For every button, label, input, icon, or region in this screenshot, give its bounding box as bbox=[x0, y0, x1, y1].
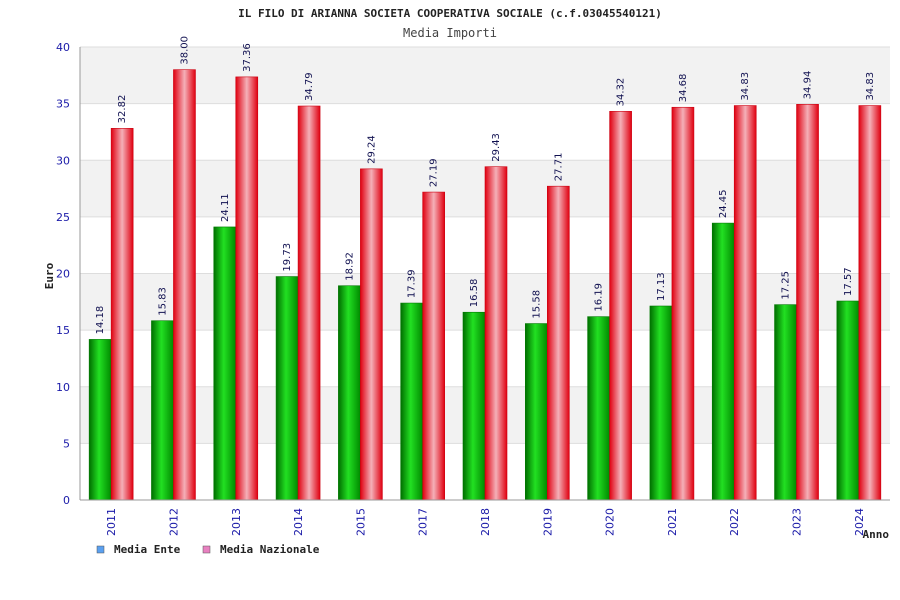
bar-media-ente-2024 bbox=[836, 300, 860, 501]
data-label: 38.00 bbox=[179, 36, 190, 65]
chart-title: IL FILO DI ARIANNA SOCIETA COOPERATIVA S… bbox=[238, 7, 662, 20]
data-label: 34.79 bbox=[304, 72, 315, 101]
bar-media-nazionale-2015 bbox=[360, 168, 383, 501]
x-tick-label: 2017 bbox=[417, 508, 430, 536]
x-tick-label: 2020 bbox=[604, 508, 617, 536]
x-tick-label: 2011 bbox=[105, 508, 118, 536]
bar-media-nazionale-2012 bbox=[173, 69, 196, 501]
x-tick-label: 2012 bbox=[167, 508, 180, 536]
bar-media-ente-2022 bbox=[711, 222, 735, 501]
bar-media-nazionale-2014 bbox=[297, 105, 321, 501]
bar-media-ente-2023 bbox=[774, 304, 797, 501]
y-tick-label: 0 bbox=[63, 494, 70, 507]
x-tick-label: 2023 bbox=[791, 508, 804, 536]
y-tick-label: 15 bbox=[56, 324, 70, 337]
data-label: 24.11 bbox=[220, 193, 231, 222]
bar-media-ente-2018 bbox=[462, 311, 486, 501]
bar-media-nazionale-2011 bbox=[110, 128, 134, 501]
y-tick-label: 35 bbox=[56, 98, 70, 111]
data-label: 17.39 bbox=[407, 269, 418, 298]
bar-media-nazionale-2018 bbox=[484, 166, 508, 501]
data-label: 34.68 bbox=[678, 74, 689, 103]
data-label: 37.36 bbox=[242, 43, 253, 72]
plot-band bbox=[80, 103, 890, 161]
data-label: 34.32 bbox=[616, 78, 627, 107]
bar-media-ente-2015 bbox=[338, 285, 361, 501]
x-tick-label: 2019 bbox=[541, 508, 554, 536]
bar-media-nazionale-2013 bbox=[235, 76, 259, 501]
y-tick-label: 10 bbox=[56, 381, 70, 394]
bar-media-ente-2012 bbox=[151, 320, 174, 501]
x-tick-label: 2015 bbox=[354, 508, 367, 536]
data-label: 27.19 bbox=[429, 158, 440, 187]
y-tick-label: 5 bbox=[63, 437, 70, 450]
data-label: 15.58 bbox=[531, 290, 542, 319]
legend: Media Ente Media Nazionale bbox=[96, 543, 320, 556]
bar-media-ente-2019 bbox=[525, 323, 548, 501]
x-axis-label: Anno bbox=[863, 528, 890, 541]
bar-media-nazionale-2023 bbox=[796, 104, 819, 501]
bar-media-ente-2020 bbox=[587, 316, 610, 501]
data-label: 16.19 bbox=[594, 283, 605, 312]
x-axis-ticks: 2011 2012 2013 2014 2015 2017 2018 2019 2020 2021… bbox=[105, 508, 866, 536]
data-label: 34.83 bbox=[865, 72, 876, 101]
x-tick-label: 2014 bbox=[292, 508, 305, 536]
legend-label-media-ente: Media Ente bbox=[114, 543, 181, 556]
data-label: 17.13 bbox=[656, 272, 667, 301]
data-label: 29.43 bbox=[491, 133, 502, 162]
y-tick-label: 25 bbox=[56, 211, 70, 224]
x-tick-label: 2018 bbox=[479, 508, 492, 536]
bar-media-ente-2021 bbox=[649, 305, 673, 501]
data-label: 24.45 bbox=[718, 189, 729, 218]
x-tick-label: 2022 bbox=[728, 508, 741, 536]
bar-media-nazionale-2017 bbox=[422, 191, 445, 501]
data-label: 34.83 bbox=[740, 72, 751, 101]
bar-media-nazionale-2019 bbox=[547, 185, 570, 501]
y-tick-label: 30 bbox=[56, 154, 70, 167]
data-labels: 14.18 32.82 15.83 38.00 24.11 37.36 19.73 34.79… bbox=[95, 36, 876, 334]
bars bbox=[88, 69, 882, 501]
x-tick-label: 2021 bbox=[666, 508, 679, 536]
data-label: 27.71 bbox=[553, 153, 564, 182]
bar-media-ente-2011 bbox=[88, 339, 112, 501]
bar-media-nazionale-2022 bbox=[733, 105, 757, 501]
x-tick-label: 2024 bbox=[853, 508, 866, 536]
chart-subtitle: Media Importi bbox=[403, 26, 497, 40]
bar-media-ente-2013 bbox=[213, 226, 237, 501]
bar-media-nazionale-2021 bbox=[671, 106, 695, 501]
data-label: 19.73 bbox=[282, 243, 293, 272]
legend-swatch-media-ente bbox=[96, 545, 105, 554]
y-axis-label: Euro bbox=[43, 262, 56, 289]
plot-band bbox=[80, 47, 890, 104]
bar-media-ente-2017 bbox=[400, 302, 423, 501]
data-label: 29.24 bbox=[366, 135, 377, 164]
bar-media-ente-2014 bbox=[275, 276, 299, 501]
x-tick-label: 2013 bbox=[230, 508, 243, 536]
legend-label-media-nazionale: Media Nazionale bbox=[220, 543, 320, 556]
y-axis-ticks: 0 5 10 15 20 25 30 35 40 bbox=[56, 41, 70, 507]
data-label: 32.82 bbox=[117, 95, 128, 124]
y-tick-label: 20 bbox=[56, 268, 70, 281]
data-label: 18.92 bbox=[344, 252, 355, 281]
bar-media-nazionale-2020 bbox=[609, 111, 632, 501]
data-label: 17.25 bbox=[781, 271, 792, 300]
legend-swatch-media-nazionale bbox=[202, 545, 211, 554]
y-tick-label: 40 bbox=[56, 41, 70, 54]
data-label: 15.83 bbox=[157, 287, 168, 316]
data-label: 16.58 bbox=[469, 279, 480, 308]
data-label: 34.94 bbox=[803, 71, 814, 100]
bar-media-nazionale-2024 bbox=[858, 105, 882, 501]
data-label: 17.57 bbox=[843, 267, 854, 296]
data-label: 14.18 bbox=[95, 306, 106, 335]
